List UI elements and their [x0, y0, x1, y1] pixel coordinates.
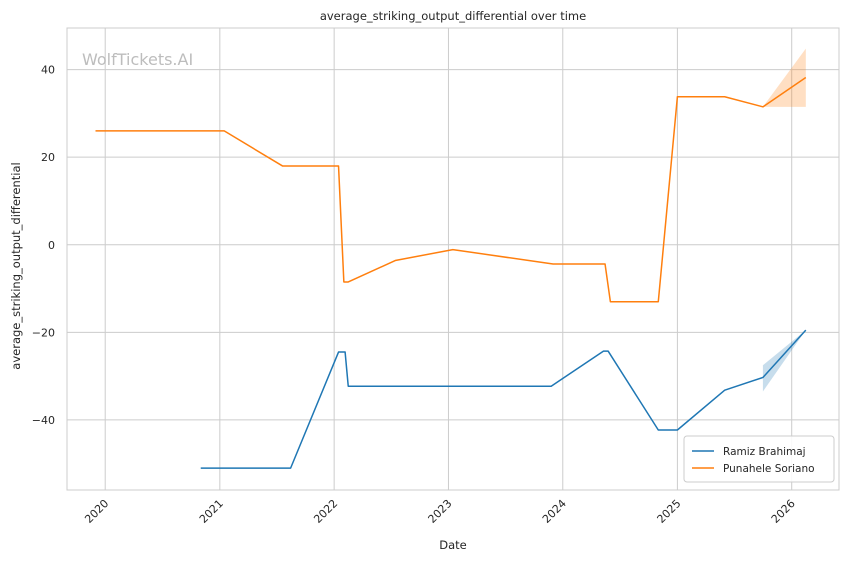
- y-tick-label: 0: [48, 239, 55, 252]
- plot-frame: [66, 27, 840, 491]
- y-axis-title: average_striking_output_differential: [9, 162, 23, 369]
- y-tick-label: 20: [41, 151, 55, 164]
- y-tick-label: −40: [32, 414, 55, 427]
- x-axis-title: Date: [439, 538, 467, 552]
- legend-label: Punahele Soriano: [723, 463, 815, 475]
- y-tick-label: 40: [41, 64, 55, 77]
- legend: Ramiz Brahimaj Punahele Soriano: [683, 435, 835, 483]
- grid-lines: [67, 28, 839, 490]
- chart-title: average_striking_output_differential ove…: [320, 9, 586, 23]
- confidence-band-2: [762, 48, 806, 107]
- series-lines: [95, 76, 807, 469]
- watermark: WolfTickets.AI: [82, 50, 193, 69]
- series-line-1: [200, 329, 807, 469]
- legend-label: Ramiz Brahimaj: [723, 446, 806, 458]
- confidence-band-1: [762, 330, 806, 392]
- series-line-2: [95, 76, 807, 303]
- y-tick-label: −20: [32, 326, 55, 339]
- confidence-bands: [762, 48, 806, 392]
- y-axis-ticks: −40 −20 0 20 40: [32, 64, 55, 427]
- legend-box: [683, 435, 835, 483]
